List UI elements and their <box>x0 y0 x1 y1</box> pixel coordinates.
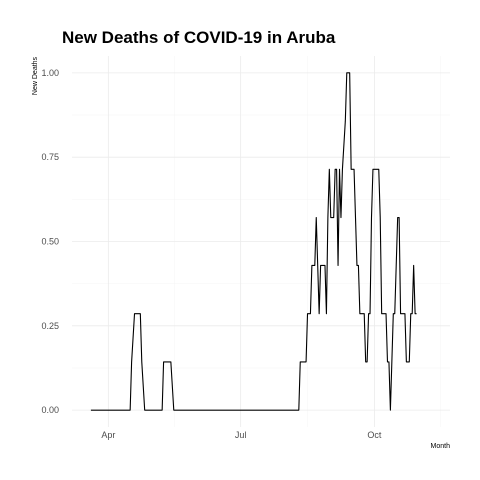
y-tick-label: 1.00 <box>41 68 59 78</box>
y-axis: 0.00 0.25 0.50 0.75 1.00 <box>41 68 59 415</box>
y-tick-label: 0.00 <box>41 405 59 415</box>
grid <box>72 56 450 427</box>
y-tick-label: 0.75 <box>41 152 59 162</box>
x-axis-label: Month <box>431 443 451 450</box>
x-tick-label: Oct <box>367 430 382 440</box>
y-axis-label: New Deaths <box>32 56 39 95</box>
x-axis: Apr Jul Oct <box>101 430 382 440</box>
x-tick-label: Jul <box>235 430 247 440</box>
x-tick-label: Apr <box>101 430 115 440</box>
y-tick-label: 0.50 <box>41 237 59 247</box>
y-tick-label: 0.25 <box>41 321 59 331</box>
chart-title: New Deaths of COVID-19 in Aruba <box>62 28 336 47</box>
line-layer <box>90 72 417 411</box>
series-line <box>90 72 417 411</box>
